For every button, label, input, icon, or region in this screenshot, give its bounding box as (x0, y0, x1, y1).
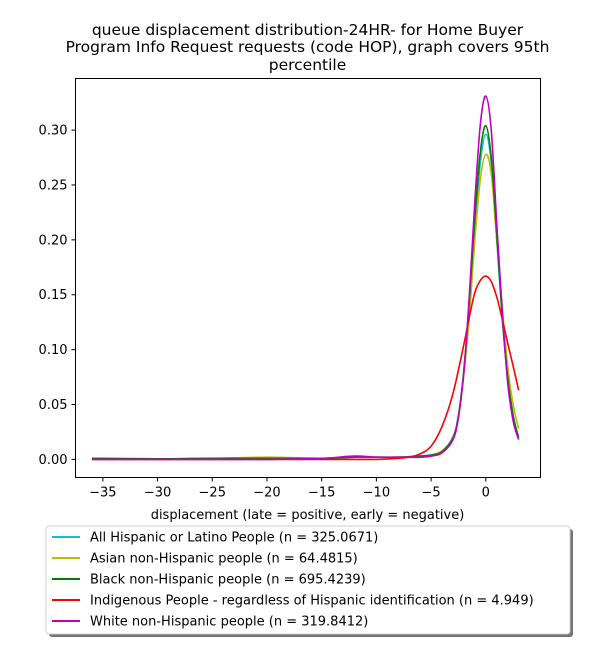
x-tick-label: −35 (89, 486, 116, 501)
x-tick-label: −15 (308, 486, 335, 501)
series-line-3 (91, 275, 520, 461)
x-tick-label: −30 (144, 486, 171, 501)
series-line-2 (91, 124, 520, 460)
legend-label-4: White non-Hispanic people (n = 319.8412) (90, 615, 368, 630)
y-tick-label: 0.00 (39, 453, 68, 468)
series-layer (91, 95, 520, 461)
x-tick-label: −25 (199, 486, 226, 501)
y-tick-label: 0.20 (39, 233, 68, 248)
legend-entries: All Hispanic or Latino People (n = 325.0… (52, 531, 534, 630)
legend-box (45, 525, 571, 635)
x-tick-label: −5 (422, 486, 441, 501)
legend-label-3: Indigenous People - regardless of Hispan… (90, 594, 534, 609)
chart-title-line-2: Program Info Request requests (code HOP)… (66, 38, 550, 56)
y-tick-label: 0.05 (39, 398, 68, 413)
chart-title-line-3: percentile (269, 56, 347, 74)
x-axis-label: displacement (late = positive, early = n… (151, 508, 465, 523)
legend-label-1: Asian non-Hispanic people (n = 64.4815) (90, 552, 358, 567)
y-tick-label: 0.30 (39, 124, 68, 139)
y-tick-label: 0.15 (39, 288, 68, 303)
chart-title-line-1: queue displacement distribution-24HR- fo… (92, 21, 524, 39)
series-line-1 (91, 153, 520, 460)
legend: All Hispanic or Latino People (n = 325.0… (45, 525, 573, 637)
ticks-layer: −35 −30 −25 −20 −15 −10 −5 0 0.00 0.05 0.10 0.15 0.2… (39, 124, 490, 501)
legend-label-0: All Hispanic or Latino People (n = 325.0… (90, 531, 378, 546)
x-tick-label: −20 (253, 486, 280, 501)
series-line-0 (91, 133, 520, 460)
y-tick-label: 0.10 (39, 343, 68, 358)
x-tick-label: 0 (482, 486, 490, 501)
plot-frame (75, 78, 541, 478)
legend-label-2: Black non-Hispanic people (n = 695.4239) (90, 573, 366, 588)
series-line-4 (91, 95, 520, 461)
x-tick-label: −10 (363, 486, 390, 501)
y-tick-label: 0.25 (39, 178, 68, 193)
